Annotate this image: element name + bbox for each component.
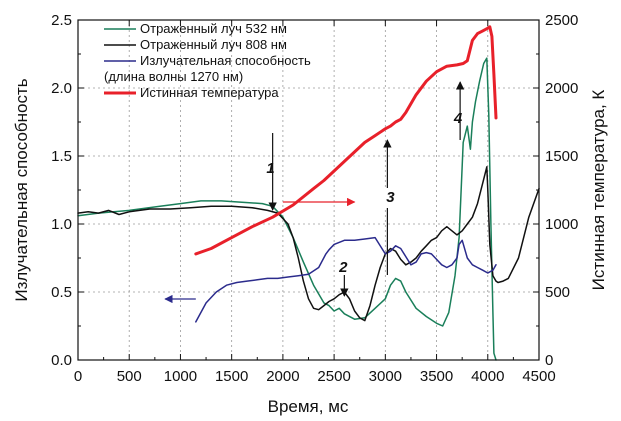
annotation-number-2: 2 — [338, 259, 348, 276]
series-layer — [77, 25, 540, 361]
y-left-tick-label: 0.5 — [51, 284, 72, 301]
x-tick-label: 500 — [117, 368, 142, 385]
y-axis-right-title: Истинная температура, К — [589, 90, 608, 291]
legend-label-0: Отраженный луч 532 нм — [140, 21, 287, 36]
x-tick-label: 0 — [74, 368, 82, 385]
y-axis-left-title: Излучательная способность — [12, 78, 31, 301]
y-left-tick-label: 1.0 — [51, 216, 72, 233]
x-tick-label: 2000 — [266, 368, 299, 385]
x-tick-label: 1500 — [215, 368, 248, 385]
x-tick-label: 1000 — [164, 368, 197, 385]
annotation-layer: 1 2 3 4 — [164, 81, 465, 304]
x-tick-label: 3000 — [369, 368, 402, 385]
series-line-3 — [194, 25, 498, 256]
y-right-tick-label: 0 — [545, 352, 553, 369]
x-tick-label: 4000 — [471, 368, 504, 385]
x-tick-label: 3500 — [420, 368, 453, 385]
legend-label-3: (длина волны 1270 нм) — [104, 69, 243, 84]
tick-labels: 0 500 1000 1500 2000 2500 3000 3500 4000 45000.00… — [51, 12, 578, 385]
y-right-tick-label: 500 — [545, 284, 570, 301]
y-left-tick-label: 2.0 — [51, 80, 72, 97]
series-line-0 — [77, 57, 497, 361]
annotation-number-4: 4 — [453, 110, 463, 127]
y-right-tick-label: 1500 — [545, 148, 578, 165]
series-line-2 — [195, 236, 497, 323]
x-tick-label: 4500 — [522, 368, 555, 385]
grid — [78, 20, 539, 360]
legend-label-1: Отраженный луч 808 нм — [140, 37, 287, 52]
y-left-tick-label: 0.0 — [51, 352, 72, 369]
x-tick-label: 2500 — [317, 368, 350, 385]
y-right-tick-label: 1000 — [545, 216, 578, 233]
y-right-tick-label: 2000 — [545, 80, 578, 97]
series-line-1 — [77, 166, 540, 322]
x-axis-title: Время, мс — [268, 397, 349, 416]
y-right-tick-label: 2500 — [545, 12, 578, 29]
y-left-tick-label: 1.5 — [51, 148, 72, 165]
legend-label-2: Излучательная способность — [140, 53, 311, 68]
y-left-tick-label: 2.5 — [51, 12, 72, 29]
ticks — [77, 19, 540, 361]
annotation-number-1: 1 — [266, 160, 274, 177]
legend-label-4: Истинная температура — [140, 85, 279, 100]
annotation-number-3: 3 — [386, 189, 395, 206]
annotation-3-bg — [376, 188, 403, 208]
